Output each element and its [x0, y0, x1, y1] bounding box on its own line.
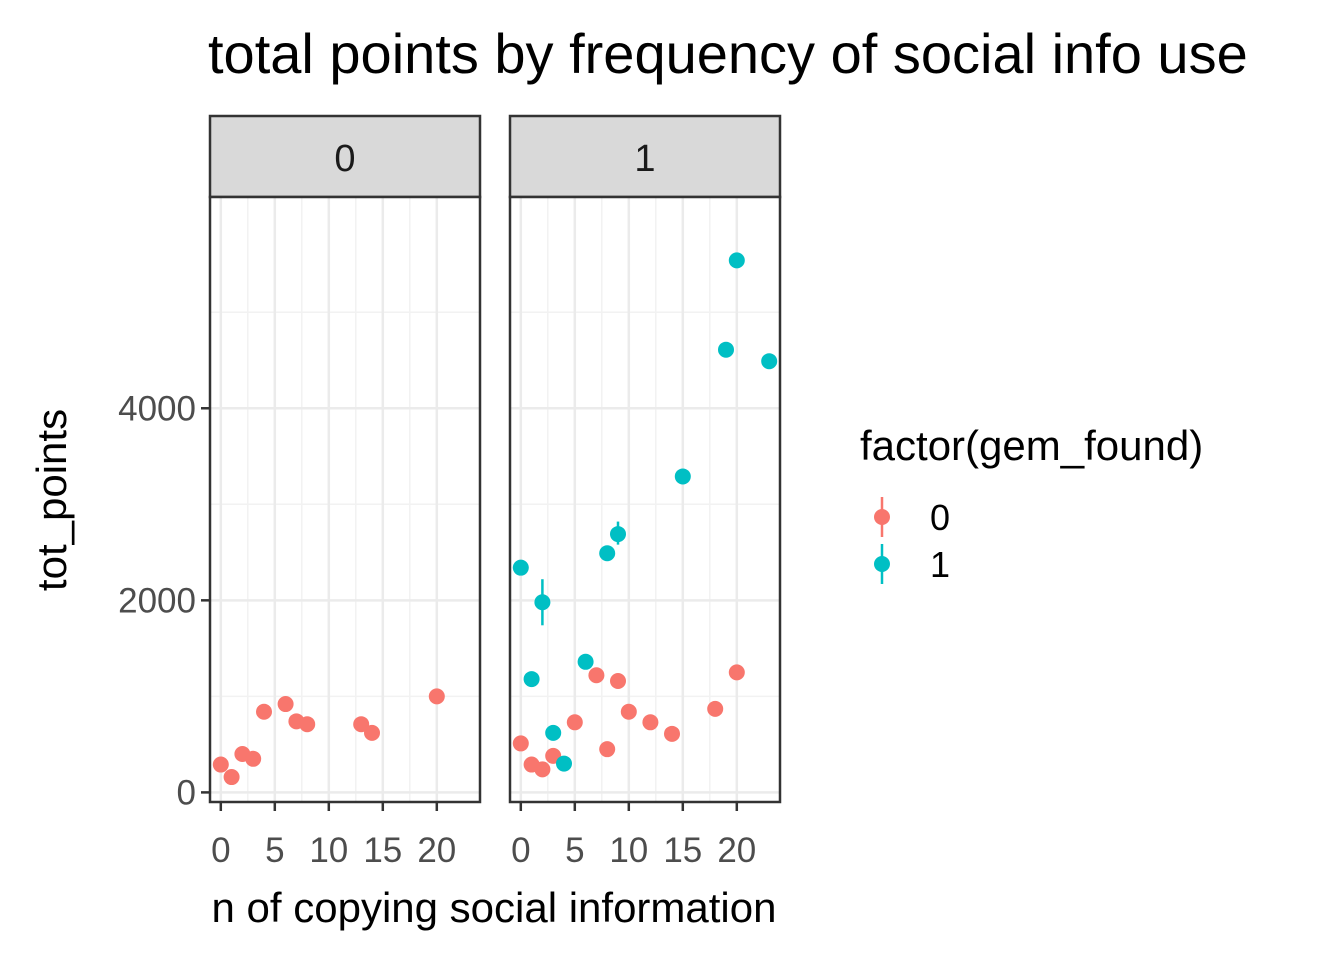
- legend-label: 1: [930, 544, 950, 585]
- x-tick-label: 15: [663, 831, 702, 870]
- x-tick-label: 0: [511, 831, 530, 870]
- plot-background-0: [210, 197, 480, 802]
- x-tick-label: 5: [265, 831, 284, 870]
- data-point: [599, 545, 616, 562]
- data-point: [556, 755, 572, 772]
- data-point: [664, 725, 680, 742]
- facet-strip-label-1: 1: [634, 138, 655, 180]
- facet-strip-label-0: 0: [334, 138, 355, 180]
- data-point: [212, 756, 229, 773]
- data-point: [223, 769, 240, 786]
- facet-panel-1: 10 5 10 15 20: [508, 114, 782, 870]
- data-point: [428, 688, 445, 705]
- panel-border-1: [508, 195, 782, 804]
- data-point: [728, 252, 745, 269]
- facet-strip-0: [208, 114, 482, 199]
- legend-key-point: [874, 509, 890, 525]
- x-tick-label: 10: [609, 831, 648, 870]
- legend-title: factor(gem_found): [860, 422, 1203, 469]
- data-point: [534, 761, 551, 778]
- data-point: [245, 750, 262, 767]
- x-tick-label: 0: [211, 831, 230, 870]
- data-point: [599, 741, 616, 758]
- data-point: [642, 714, 659, 731]
- x-tick-label: 15: [363, 831, 402, 870]
- data-point: [353, 716, 370, 733]
- data-point: [534, 594, 551, 611]
- data-point: [256, 703, 272, 720]
- data-point: [364, 724, 380, 741]
- data-point: [577, 653, 594, 670]
- data-point: [610, 673, 626, 689]
- data-point: [761, 353, 778, 370]
- legend-key-point: [874, 556, 890, 572]
- chart-title: total points by frequency of social info…: [208, 22, 1248, 85]
- x-tick-label: 5: [565, 831, 584, 870]
- data-point: [707, 700, 724, 717]
- x-tick-label: 20: [417, 831, 456, 870]
- x-tick-label: 10: [309, 831, 348, 870]
- data-point: [512, 559, 529, 576]
- data-point: [545, 724, 562, 741]
- data-point: [299, 716, 316, 733]
- y-tick-label: 4000: [118, 389, 196, 428]
- data-point: [277, 696, 294, 713]
- y-tick-label: 0: [177, 773, 196, 812]
- data-point: [620, 703, 637, 720]
- data-point: [728, 664, 745, 681]
- data-point: [610, 526, 626, 543]
- x-tick-label: 20: [717, 831, 756, 870]
- data-point: [566, 714, 583, 731]
- legend: factor(gem_found) 0 1: [860, 422, 1203, 585]
- plot-background-1: [510, 197, 780, 802]
- x-axis-label: n of copying social information: [212, 884, 777, 931]
- data-point: [718, 341, 734, 358]
- data-point: [588, 667, 605, 684]
- data-point: [523, 671, 540, 688]
- y-tick-label: 2000: [118, 581, 196, 620]
- panel-border-0: [208, 195, 482, 804]
- y-axis-label: tot_points: [28, 409, 75, 591]
- data-point: [512, 735, 529, 752]
- data-point: [674, 468, 691, 485]
- legend-label: 0: [930, 497, 950, 538]
